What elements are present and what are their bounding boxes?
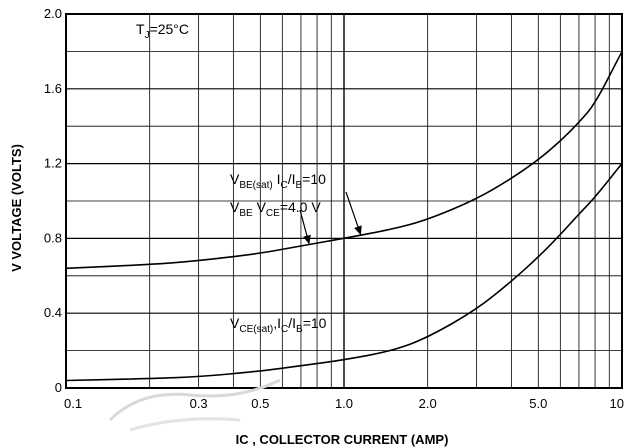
vce-sat-annotation: VCE(sat),IC/IB=10 — [230, 315, 327, 335]
y-tick-label: 0.8 — [44, 230, 62, 245]
y-axis-title: V VOLTAGE (VOLTS) — [9, 144, 24, 272]
temperature-annotation: TJ=25°C — [136, 21, 189, 41]
vbe-sat-arrow-head — [354, 225, 362, 236]
major-gridlines — [66, 14, 622, 388]
x-tick-label: 0.1 — [64, 396, 82, 411]
x-tick-label: 10 — [610, 396, 624, 411]
series-line-1 — [65, 50, 623, 270]
x-axis-title: IC , COLLECTOR CURRENT (AMP) — [236, 432, 449, 447]
series-line-2 — [65, 162, 623, 382]
plot-frame — [65, 13, 623, 389]
vbe-arrow-head — [303, 234, 311, 245]
x-tick-label: 0.5 — [251, 396, 269, 411]
annotation-arrows — [299, 191, 362, 245]
vbe-sat-annotation: VBE(sat) IC/IB=10 — [230, 171, 326, 191]
vbe-annotation: VBE VCE=4.0 V — [230, 199, 321, 219]
x-tick-label: 5.0 — [529, 396, 547, 411]
y-tick-labels: 0 0.4 0.8 1.2 1.6 2.0 — [44, 6, 62, 395]
x-tick-label: 1.0 — [335, 396, 353, 411]
watermark-stamp — [108, 378, 281, 432]
y-tick-label: 2.0 — [44, 6, 62, 21]
x-tick-label: 0.3 — [190, 396, 208, 411]
y-tick-label: 1.2 — [44, 156, 62, 171]
series-lines — [65, 50, 623, 382]
x-tick-label: 2.0 — [419, 396, 437, 411]
y-tick-label: 0.4 — [44, 305, 62, 320]
y-tick-label: 0 — [55, 380, 62, 395]
y-tick-label: 1.6 — [44, 81, 62, 96]
x-tick-labels: 0.1 0.3 0.5 1.0 2.0 5.0 10 — [64, 396, 624, 411]
